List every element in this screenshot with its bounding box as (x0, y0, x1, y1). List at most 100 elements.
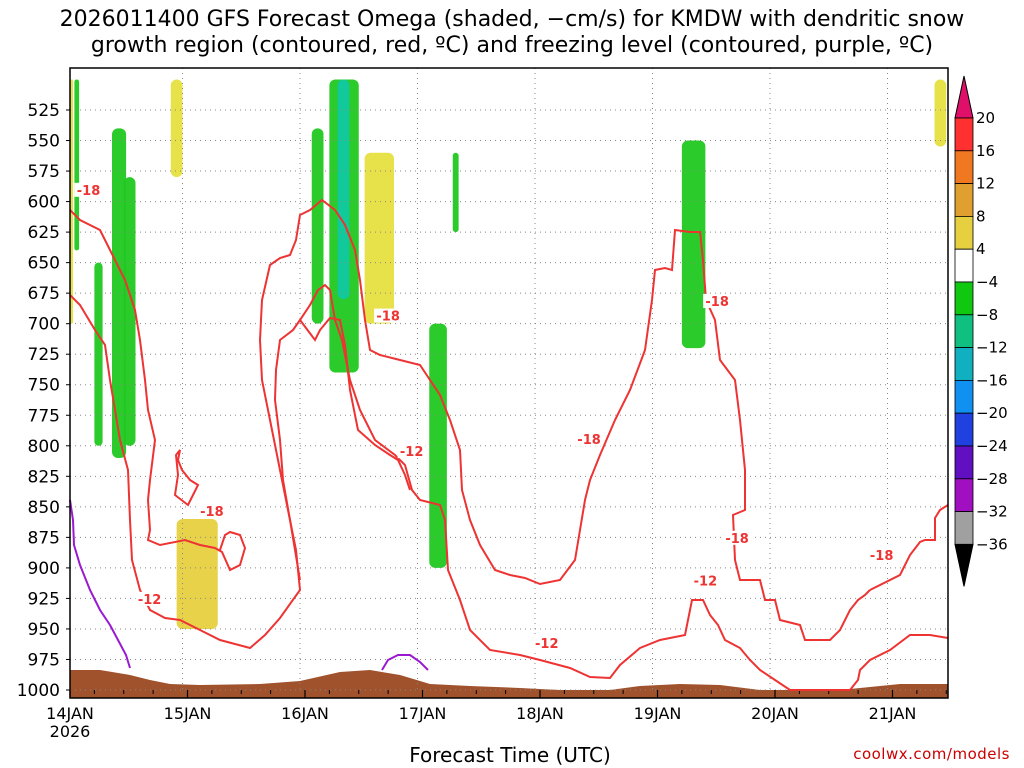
omega-region (112, 128, 127, 458)
x-tick-label: 14JAN (46, 704, 94, 723)
x-tick-label: 15JAN (164, 704, 212, 723)
colorbar-label: 20 (976, 109, 995, 127)
freezing-contour-a (69, 499, 131, 669)
contour-label-bg (691, 573, 720, 588)
contour-minus18-b (173, 449, 200, 507)
colorbar-swatch (954, 248, 974, 283)
y-axis-labels: 525 550 575 600 625 650 675 700 725 750 775 800 825 8… (17, 101, 70, 701)
x-tick-label: 16JAN (281, 704, 329, 723)
colorbar-swatch (954, 117, 974, 152)
x-axis-title: Forecast Time (UTC) (409, 743, 611, 767)
contour-label: -18 (577, 433, 601, 448)
y-tick-label: 550 (28, 132, 60, 152)
y-tick-label: 825 (28, 467, 60, 487)
colorbar-label: −28 (976, 470, 1008, 488)
omega-region (364, 152, 394, 324)
contour-minus18-c (258, 198, 871, 641)
contour-label-bg (397, 444, 426, 459)
contour-label-bg (374, 308, 403, 323)
colorbar: 20 16 12 8 4 −4 −8 −12 −16 −20 −24 −28 −32 −36 (954, 75, 1008, 587)
contour-label-bg (575, 431, 604, 446)
contour-label-bg (135, 591, 164, 606)
omega-region (94, 262, 103, 446)
dendritic-contours (69, 198, 949, 691)
colorbar-swatch (954, 445, 974, 480)
colorbar-label: −4 (976, 273, 998, 291)
omega-region (934, 79, 947, 147)
colorbar-swatch (954, 347, 974, 381)
y-tick-label: 925 (28, 589, 60, 609)
y-tick-label: 700 (28, 315, 60, 335)
omega-region (452, 152, 459, 233)
contour-label: -12 (694, 575, 718, 590)
plot-frame (69, 67, 949, 699)
colorbar-swatch (954, 478, 974, 512)
colorbar-top-arrow (954, 75, 974, 119)
omega-region (74, 79, 80, 251)
colorbar-label: −32 (976, 503, 1008, 521)
colorbar-label: −12 (976, 339, 1008, 357)
y-tick-label: 800 (28, 437, 60, 457)
omega-region (170, 79, 183, 178)
y-tick-label: 525 (28, 101, 60, 121)
colorbar-swatch (954, 511, 974, 545)
contour-label: -18 (77, 184, 101, 199)
colorbar-bottom-arrow (954, 543, 974, 587)
colorbar-swatch (954, 150, 974, 185)
colorbar-label: 16 (976, 142, 995, 160)
omega-shading-layer (70, 79, 967, 629)
y-tick-label: 850 (28, 498, 60, 518)
colorbar-label: −8 (976, 306, 998, 324)
contour-minus12-a (69, 283, 331, 650)
omega-region (337, 79, 350, 300)
y-tick-label: 600 (28, 193, 60, 213)
contour-label: -12 (535, 637, 559, 652)
omega-region (311, 128, 324, 324)
contour-minus18-a (69, 209, 247, 572)
colorbar-label: −16 (976, 371, 1008, 389)
contour-minus12-b (329, 289, 949, 691)
y-tick-label: 875 (28, 528, 60, 548)
freezing-level-contours (69, 499, 429, 671)
x-tick-year: 2026 (50, 722, 91, 741)
colorbar-label: 8 (976, 207, 986, 225)
omega-region (681, 140, 706, 349)
y-tick-label: 950 (28, 620, 60, 640)
terrain-fill (70, 670, 948, 698)
contour-label-bg (723, 530, 752, 545)
colorbar-swatch (954, 183, 974, 217)
omega-region (429, 323, 447, 568)
omega-region (123, 177, 136, 446)
contour-label-bg (74, 182, 103, 197)
freezing-contour-b (381, 654, 429, 671)
contour-label-bg (532, 635, 561, 650)
contour-inner-d3 (299, 316, 411, 491)
contour-label-bg (197, 503, 226, 518)
contour-label-bg (703, 293, 732, 308)
credit-text: coolwx.com/models (853, 745, 1010, 763)
chart-title-line-1: 2026011400 GFS Forecast Omega (shaded, −… (59, 7, 965, 32)
y-tick-label: 625 (28, 223, 60, 243)
y-tick-label: 1000 (17, 681, 60, 701)
colorbar-label: −36 (976, 535, 1008, 553)
x-tick-label: 20JAN (751, 704, 799, 723)
x-tick-label: 18JAN (516, 704, 564, 723)
contour-label: -12 (138, 593, 162, 608)
contour-minus18-d (869, 504, 949, 591)
colorbar-label: 4 (976, 240, 986, 258)
colorbar-label: −24 (976, 437, 1008, 455)
contour-label: -18 (870, 549, 894, 564)
colorbar-swatch (954, 412, 974, 447)
y-tick-label: 775 (28, 406, 60, 426)
contour-label: -18 (725, 532, 749, 547)
chart-title-line-2: growth region (contoured, red, ºC) and f… (90, 33, 934, 58)
colorbar-swatch (954, 379, 974, 414)
y-tick-label: 750 (28, 376, 60, 396)
y-tick-label: 675 (28, 284, 60, 304)
y-tick-label: 975 (28, 650, 60, 670)
x-tick-label: 21JAN (869, 704, 917, 723)
contour-label: -12 (400, 445, 424, 460)
contour-label: -18 (376, 310, 400, 325)
